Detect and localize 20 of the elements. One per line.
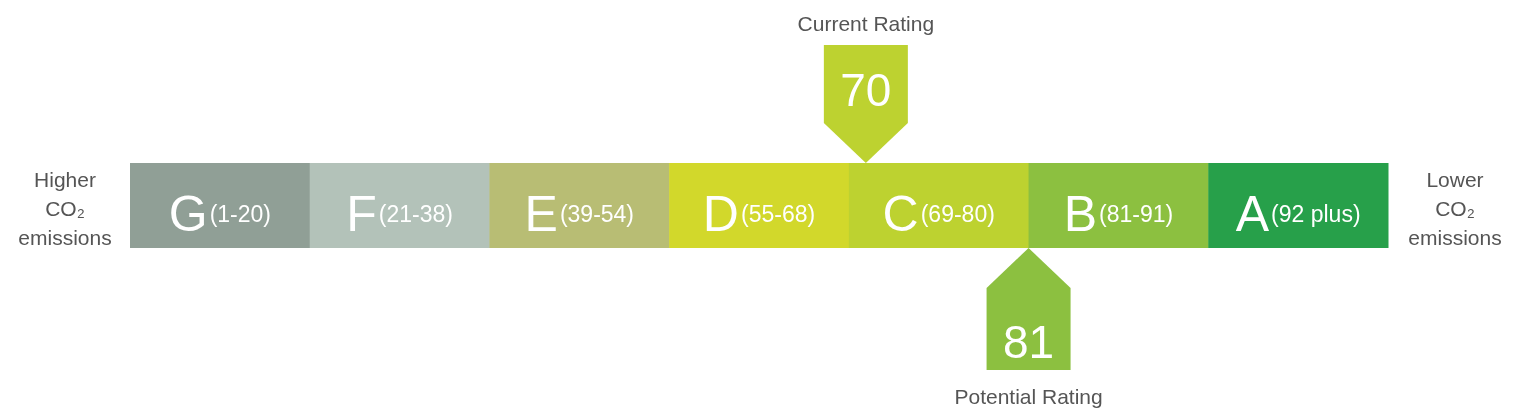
text: (92 plus)	[1271, 201, 1361, 227]
data-label: 70	[840, 64, 892, 116]
category-label: F	[346, 186, 377, 242]
category-label: A	[1235, 186, 1270, 242]
text: (55-68)	[740, 201, 816, 227]
text: Lower CO₂ emissions	[1408, 168, 1502, 249]
text: (1-20)	[209, 201, 271, 227]
category-label: E	[524, 186, 558, 242]
series-label: Current Rating	[797, 12, 935, 35]
text: (39-54)	[559, 201, 635, 227]
text: (69-80)	[920, 201, 995, 227]
text: Higher CO₂ emissions	[18, 168, 112, 249]
series-label: Potential Rating	[954, 385, 1103, 408]
category-label: G	[168, 186, 208, 242]
category-label: C	[882, 186, 919, 242]
text: (81-91)	[1099, 201, 1174, 227]
text: (21-38)	[378, 201, 453, 227]
category-label: D	[702, 186, 739, 242]
category-label: B	[1063, 186, 1098, 242]
data-label: 81	[1002, 316, 1055, 368]
